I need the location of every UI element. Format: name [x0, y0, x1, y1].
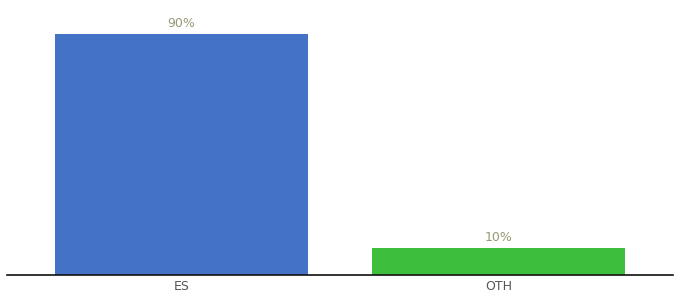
Bar — [372, 248, 626, 275]
Text: 90%: 90% — [167, 17, 195, 30]
Bar — [54, 34, 308, 275]
Text: 10%: 10% — [485, 231, 513, 244]
